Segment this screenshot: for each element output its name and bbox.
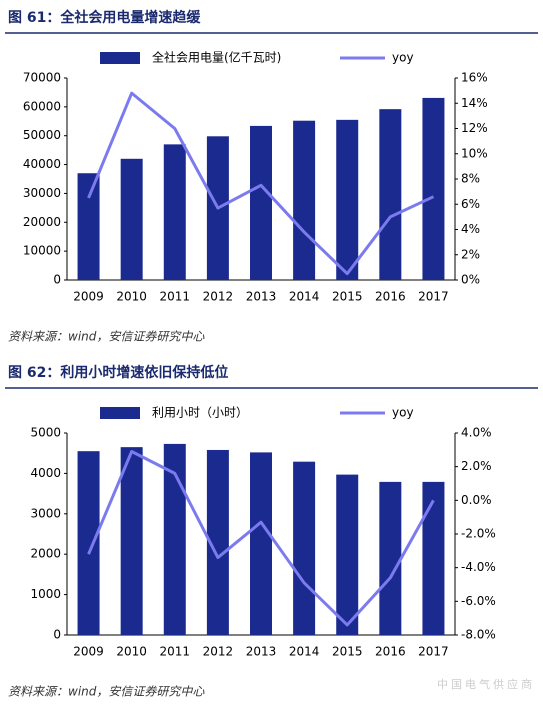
- y-tick-label: 1000: [30, 587, 61, 601]
- x-tick-label: 2010: [116, 645, 147, 659]
- x-tick-label: 2016: [375, 645, 406, 659]
- bar: [120, 158, 143, 280]
- bar: [77, 451, 100, 635]
- x-tick-label: 2012: [203, 645, 234, 659]
- bar: [336, 474, 359, 635]
- chart-title: 图 62：利用小时增速依旧保持低位: [8, 364, 228, 381]
- x-tick-label: 2010: [116, 290, 147, 304]
- bar: [422, 481, 445, 635]
- y2-tick-label: 4%: [461, 222, 480, 236]
- legend-label: 利用小时（小时）: [152, 406, 248, 420]
- legend-swatch: [100, 407, 140, 419]
- y2-tick-label: 14%: [461, 96, 488, 110]
- y-tick-label: 2000: [30, 547, 61, 561]
- x-tick-label: 2017: [418, 290, 449, 304]
- y2-tick-label: 12%: [461, 121, 488, 135]
- bar: [250, 125, 272, 280]
- y2-tick-label: 16%: [461, 71, 488, 85]
- bar: [336, 119, 359, 280]
- x-tick-label: 2017: [418, 645, 449, 659]
- bar: [206, 449, 229, 635]
- y2-tick-label: 0%: [461, 273, 480, 287]
- line: [87, 450, 435, 627]
- y2-tick-label: 6%: [461, 197, 480, 211]
- watermark: 中国电气供应商: [437, 677, 535, 691]
- x-tick-label: 2014: [289, 290, 320, 304]
- y2-tick-label: 0.0%: [461, 493, 492, 507]
- bar: [163, 443, 186, 635]
- y-tick-label: 70000: [23, 71, 61, 85]
- line: [87, 91, 435, 276]
- x-tick-label: 2013: [246, 645, 277, 659]
- bar: [379, 109, 402, 280]
- y-tick-label: 4000: [30, 466, 61, 480]
- legend-label: yoy: [392, 51, 414, 65]
- bar: [379, 481, 402, 635]
- bar: [120, 447, 143, 635]
- x-tick-label: 2009: [73, 645, 104, 659]
- x-tick-label: 2015: [332, 645, 363, 659]
- y-tick-label: 0: [53, 628, 61, 642]
- y-tick-label: 50000: [23, 128, 61, 142]
- y2-tick-label: 4.0%: [461, 426, 492, 440]
- y2-tick-label: -4.0%: [461, 560, 496, 574]
- source-note: 资料来源：wind，安信证券研究中心: [8, 685, 205, 699]
- x-tick-label: 2015: [332, 290, 363, 304]
- x-tick-label: 2011: [160, 645, 191, 659]
- legend-label: yoy: [392, 406, 414, 420]
- y-tick-label: 0: [53, 273, 61, 287]
- y2-tick-label: 2%: [461, 247, 480, 261]
- y-tick-label: 40000: [23, 157, 61, 171]
- x-tick-label: 2009: [73, 290, 104, 304]
- bar: [422, 97, 445, 280]
- x-tick-label: 2011: [160, 290, 191, 304]
- bar: [250, 452, 272, 635]
- chart-title: 图 61：全社会用电量增速趋缓: [8, 9, 201, 26]
- bar: [293, 461, 316, 635]
- y2-tick-label: 10%: [461, 146, 488, 160]
- x-tick-label: 2012: [203, 290, 234, 304]
- bar: [77, 173, 100, 280]
- y2-tick-label: -6.0%: [461, 594, 496, 608]
- legend-swatch: [100, 52, 140, 64]
- y-tick-label: 20000: [23, 215, 61, 229]
- x-tick-label: 2016: [375, 290, 406, 304]
- bar: [293, 120, 316, 280]
- y-tick-label: 5000: [30, 426, 61, 440]
- y-tick-label: 3000: [30, 506, 61, 520]
- x-tick-label: 2013: [246, 290, 277, 304]
- x-tick-label: 2014: [289, 645, 320, 659]
- legend-label: 全社会用电量(亿千瓦时): [152, 50, 281, 65]
- y-tick-label: 10000: [23, 244, 61, 258]
- y2-tick-label: 8%: [461, 172, 480, 186]
- bar: [163, 144, 186, 280]
- y-tick-label: 60000: [23, 99, 61, 113]
- y2-tick-label: 2.0%: [461, 459, 492, 473]
- source-note: 资料来源：wind，安信证券研究中心: [8, 330, 205, 344]
- y2-tick-label: -2.0%: [461, 527, 496, 541]
- y-tick-label: 30000: [23, 186, 61, 200]
- y2-tick-label: -8.0%: [461, 628, 496, 642]
